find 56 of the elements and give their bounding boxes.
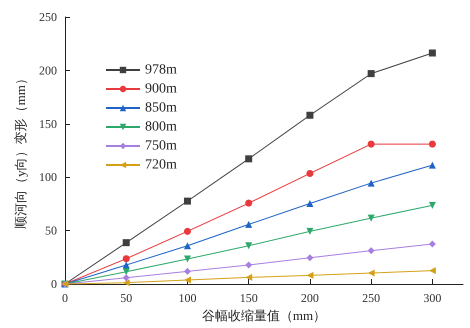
legend-label: 900m [145,82,177,96]
point [306,272,314,279]
point [122,255,130,262]
point [184,268,191,275]
point [428,49,436,56]
point [184,198,191,205]
point [368,180,375,187]
point [122,239,130,246]
point [184,242,191,250]
x-tick-label: 200 [300,291,319,305]
point [245,200,252,207]
x-tick-label: 0 [62,291,68,305]
point [306,228,314,235]
point [368,247,375,254]
point [184,228,191,235]
point [368,70,375,78]
point [184,256,191,263]
point [245,274,252,281]
x-tick-label: 300 [423,291,442,305]
y-tick-label: 50 [45,224,57,238]
point [368,140,375,148]
y-tick-label: 100 [39,170,57,184]
point [122,274,130,282]
point [245,261,252,268]
y-axis-title: 顺河向（y向）变形（mm） [13,72,28,229]
point [368,270,375,276]
point [428,140,436,148]
x-tick-label: 150 [240,291,258,305]
y-tick-label: 250 [39,10,57,24]
point [245,220,252,228]
legend-label: 850m [145,100,177,116]
point [306,200,314,207]
y-tick-label: 200 [39,63,57,78]
point [245,155,252,162]
point [122,279,130,286]
legend-label: 720m [145,158,177,172]
x-tick-label: 50 [120,291,132,305]
x-axis-title: 谷幅收缩量值（mm） [202,308,326,323]
legend-label: 800m [145,120,177,134]
point [428,202,436,209]
point [306,170,314,177]
y-tick-label: 150 [39,116,57,131]
point [184,276,191,284]
point [368,214,375,222]
point [122,268,130,276]
point [428,267,436,274]
point [306,112,314,119]
point [428,240,436,248]
x-tick-label: 250 [362,291,380,305]
y-tick-label: 0 [51,277,57,291]
legend-label: 750m [145,138,177,154]
x-tick-label: 100 [178,291,196,305]
point [428,162,436,169]
point [245,242,252,250]
legend-label: 978m [145,62,177,78]
point [306,254,314,262]
